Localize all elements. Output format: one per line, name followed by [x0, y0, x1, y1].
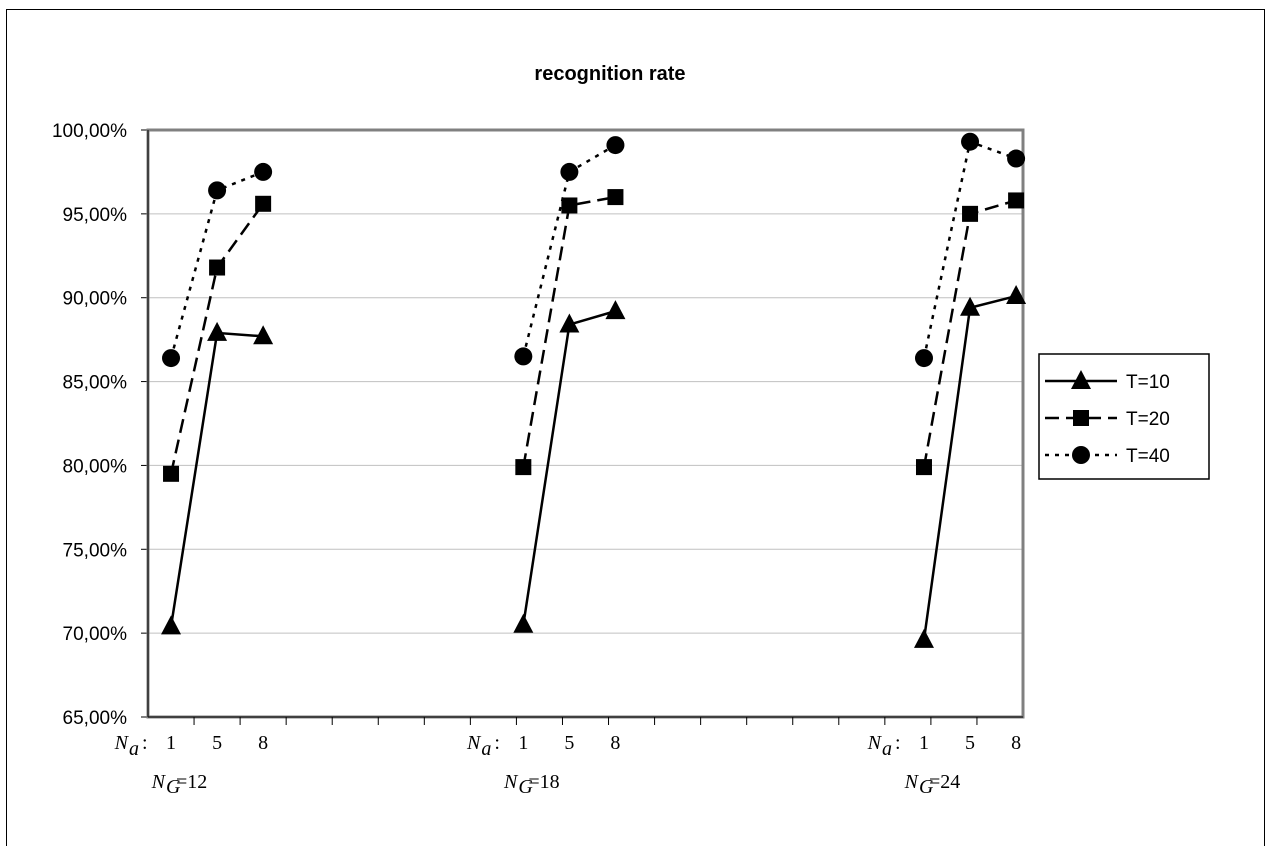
- ng-prefix: N: [904, 771, 920, 793]
- na-colon: :: [494, 732, 500, 754]
- ng-value: =18: [528, 771, 559, 793]
- data-point-square: [255, 195, 272, 212]
- x-category-label: 5: [212, 732, 222, 754]
- data-point-triangle: [960, 296, 981, 316]
- data-point-square: [209, 259, 226, 276]
- y-tick-label: 100,00%: [52, 121, 127, 142]
- series-line-t-10: [169, 331, 264, 627]
- data-point-circle: [1007, 149, 1026, 168]
- x-category-label: 8: [1011, 732, 1021, 754]
- legend-label: T=10: [1126, 372, 1170, 393]
- na-prefix: N: [114, 732, 130, 754]
- x-category-label: 1: [518, 732, 528, 754]
- series-line-t-10: [922, 294, 1017, 641]
- ng-value: =12: [176, 771, 207, 793]
- data-point-square: [915, 459, 932, 476]
- data-point-square: [962, 205, 979, 222]
- ng-prefix: N: [503, 771, 519, 793]
- y-tick-label: 95,00%: [63, 205, 128, 226]
- chart-title: recognition rate: [534, 63, 685, 85]
- legend-box: [1038, 353, 1210, 480]
- legend-label: T=20: [1126, 409, 1170, 430]
- ng-value: =24: [929, 771, 960, 793]
- data-point-square: [515, 459, 532, 476]
- x-category-label: 5: [965, 732, 975, 754]
- na-subscript: a: [481, 738, 491, 760]
- data-point-triangle: [253, 325, 274, 345]
- legend-marker-circle: [1072, 446, 1090, 464]
- legend-marker-triangle: [1071, 370, 1091, 389]
- y-tick-label: 75,00%: [63, 540, 128, 561]
- data-point-circle: [254, 162, 273, 181]
- ng-prefix: N: [151, 771, 167, 793]
- data-point-circle: [162, 349, 181, 368]
- data-point-circle: [560, 162, 579, 181]
- x-category-label: 8: [610, 732, 620, 754]
- data-point-square: [1008, 192, 1025, 209]
- data-point-circle: [914, 349, 933, 368]
- data-point-triangle: [161, 615, 182, 635]
- na-prefix: N: [867, 732, 883, 754]
- legend-marker-square: [1073, 410, 1089, 426]
- data-point-circle: [961, 132, 980, 151]
- ng-subscript: G: [166, 776, 181, 798]
- data-point-circle: [606, 136, 625, 155]
- data-point-triangle: [559, 313, 580, 333]
- data-point-triangle: [605, 300, 626, 320]
- data-point-triangle: [513, 613, 534, 633]
- y-tick-label: 85,00%: [63, 373, 128, 394]
- na-colon: :: [895, 732, 901, 754]
- na-subscript: a: [882, 738, 892, 760]
- data-point-triangle: [913, 628, 934, 648]
- plot-area: [146, 128, 1025, 719]
- y-tick-label: 70,00%: [63, 624, 128, 645]
- na-subscript: a: [129, 738, 139, 760]
- data-point-square: [607, 189, 624, 206]
- x-category-label: 1: [166, 732, 176, 754]
- x-category-label: 8: [258, 732, 268, 754]
- y-tick-label: 80,00%: [63, 456, 128, 477]
- y-tick-label: 65,00%: [63, 708, 128, 729]
- x-category-label: 5: [564, 732, 574, 754]
- ng-subscript: G: [518, 776, 533, 798]
- data-point-circle: [208, 181, 227, 200]
- na-colon: :: [142, 732, 148, 754]
- data-point-triangle: [1006, 285, 1027, 305]
- x-category-label: 1: [919, 732, 929, 754]
- series-line-t-40: [922, 140, 1017, 359]
- data-point-circle: [514, 347, 533, 366]
- data-point-triangle: [207, 321, 228, 341]
- data-point-square: [163, 465, 180, 482]
- series-line-t-10: [522, 309, 616, 625]
- na-prefix: N: [466, 732, 482, 754]
- series-line-t-20: [922, 199, 1017, 468]
- ng-subscript: G: [919, 776, 934, 798]
- data-point-square: [561, 197, 578, 214]
- y-tick-label: 90,00%: [63, 289, 128, 310]
- legend-label: T=40: [1126, 446, 1170, 467]
